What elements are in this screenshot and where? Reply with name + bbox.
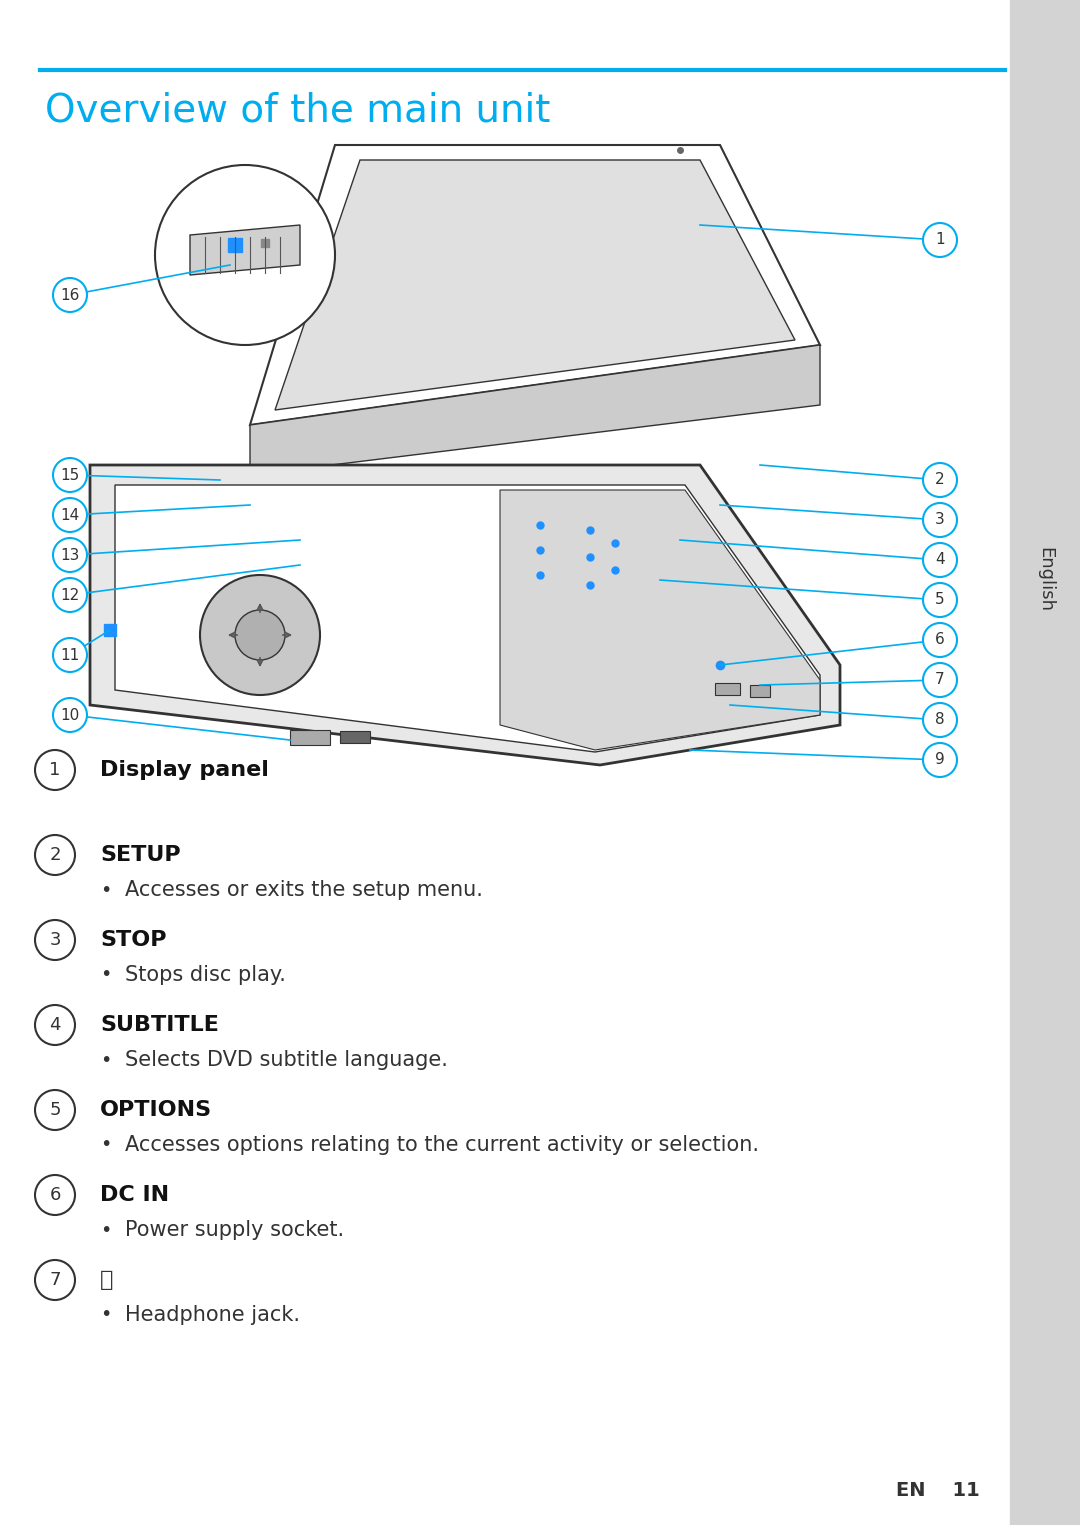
Circle shape	[53, 698, 87, 732]
Bar	[340, 730, 370, 743]
Circle shape	[35, 1005, 75, 1045]
Text: 3: 3	[935, 512, 945, 528]
Text: 13: 13	[60, 547, 80, 563]
Text: •: •	[100, 1305, 111, 1325]
Text: Power supply socket.: Power supply socket.	[125, 1220, 345, 1240]
Text: •: •	[100, 1220, 111, 1240]
Circle shape	[53, 538, 87, 572]
Polygon shape	[190, 226, 300, 274]
Text: 9: 9	[935, 752, 945, 767]
Text: •: •	[100, 1051, 111, 1069]
Polygon shape	[114, 485, 820, 752]
Circle shape	[35, 1260, 75, 1299]
Text: 🎧: 🎧	[100, 1270, 113, 1290]
Circle shape	[923, 543, 957, 576]
Text: STOP: STOP	[100, 930, 166, 950]
Circle shape	[235, 610, 285, 660]
Text: 4: 4	[935, 552, 945, 567]
Bar	[291, 730, 330, 746]
Text: 8: 8	[935, 712, 945, 727]
Text: 1: 1	[50, 761, 60, 779]
Text: Display panel: Display panel	[100, 759, 269, 779]
Polygon shape	[249, 145, 820, 425]
Text: •: •	[100, 880, 111, 900]
Circle shape	[35, 836, 75, 875]
Text: Accesses options relating to the current activity or selection.: Accesses options relating to the current…	[125, 1135, 759, 1154]
Text: 3: 3	[50, 930, 60, 949]
Text: 4: 4	[50, 1016, 60, 1034]
Circle shape	[923, 583, 957, 618]
Text: SETUP: SETUP	[100, 845, 180, 865]
Polygon shape	[500, 490, 820, 750]
Text: 6: 6	[935, 633, 945, 648]
Polygon shape	[90, 465, 840, 766]
Text: DC IN: DC IN	[100, 1185, 170, 1205]
Text: 11: 11	[60, 648, 80, 662]
Text: 15: 15	[60, 468, 80, 482]
Text: 1: 1	[935, 232, 945, 247]
Circle shape	[923, 743, 957, 778]
Bar	[1010, 0, 1080, 1525]
Text: 16: 16	[60, 288, 80, 302]
Text: •: •	[100, 965, 111, 985]
Bar	[715, 683, 740, 695]
Text: Accesses or exits the setup menu.: Accesses or exits the setup menu.	[125, 880, 483, 900]
Circle shape	[53, 637, 87, 673]
Text: OPTIONS: OPTIONS	[100, 1100, 212, 1119]
Circle shape	[923, 703, 957, 737]
Circle shape	[923, 624, 957, 657]
Circle shape	[156, 165, 335, 345]
Circle shape	[923, 503, 957, 537]
Text: •: •	[100, 1136, 111, 1154]
Text: English: English	[1036, 547, 1054, 612]
Circle shape	[35, 1090, 75, 1130]
Text: Headphone jack.: Headphone jack.	[125, 1305, 300, 1325]
Text: 2: 2	[935, 473, 945, 488]
Circle shape	[35, 920, 75, 961]
Text: 5: 5	[50, 1101, 60, 1119]
Circle shape	[923, 223, 957, 258]
Text: 14: 14	[60, 508, 80, 523]
Text: 6: 6	[50, 1186, 60, 1205]
Circle shape	[53, 578, 87, 612]
Polygon shape	[275, 160, 795, 410]
Circle shape	[200, 575, 320, 695]
Circle shape	[53, 278, 87, 313]
Text: 10: 10	[60, 708, 80, 723]
Text: Selects DVD subtitle language.: Selects DVD subtitle language.	[125, 1051, 448, 1071]
Circle shape	[35, 1174, 75, 1215]
Circle shape	[35, 750, 75, 790]
Circle shape	[923, 464, 957, 497]
Circle shape	[53, 458, 87, 493]
Text: 7: 7	[935, 673, 945, 688]
Circle shape	[53, 499, 87, 532]
Bar	[750, 685, 770, 697]
Text: 7: 7	[50, 1270, 60, 1289]
Text: 5: 5	[935, 593, 945, 607]
Text: Overview of the main unit: Overview of the main unit	[45, 92, 551, 130]
Circle shape	[923, 663, 957, 697]
Text: Stops disc play.: Stops disc play.	[125, 965, 286, 985]
Polygon shape	[249, 345, 820, 474]
Text: 2: 2	[50, 846, 60, 865]
Text: SUBTITLE: SUBTITLE	[100, 1016, 219, 1035]
Text: EN    11: EN 11	[896, 1481, 980, 1499]
Text: 12: 12	[60, 587, 80, 602]
